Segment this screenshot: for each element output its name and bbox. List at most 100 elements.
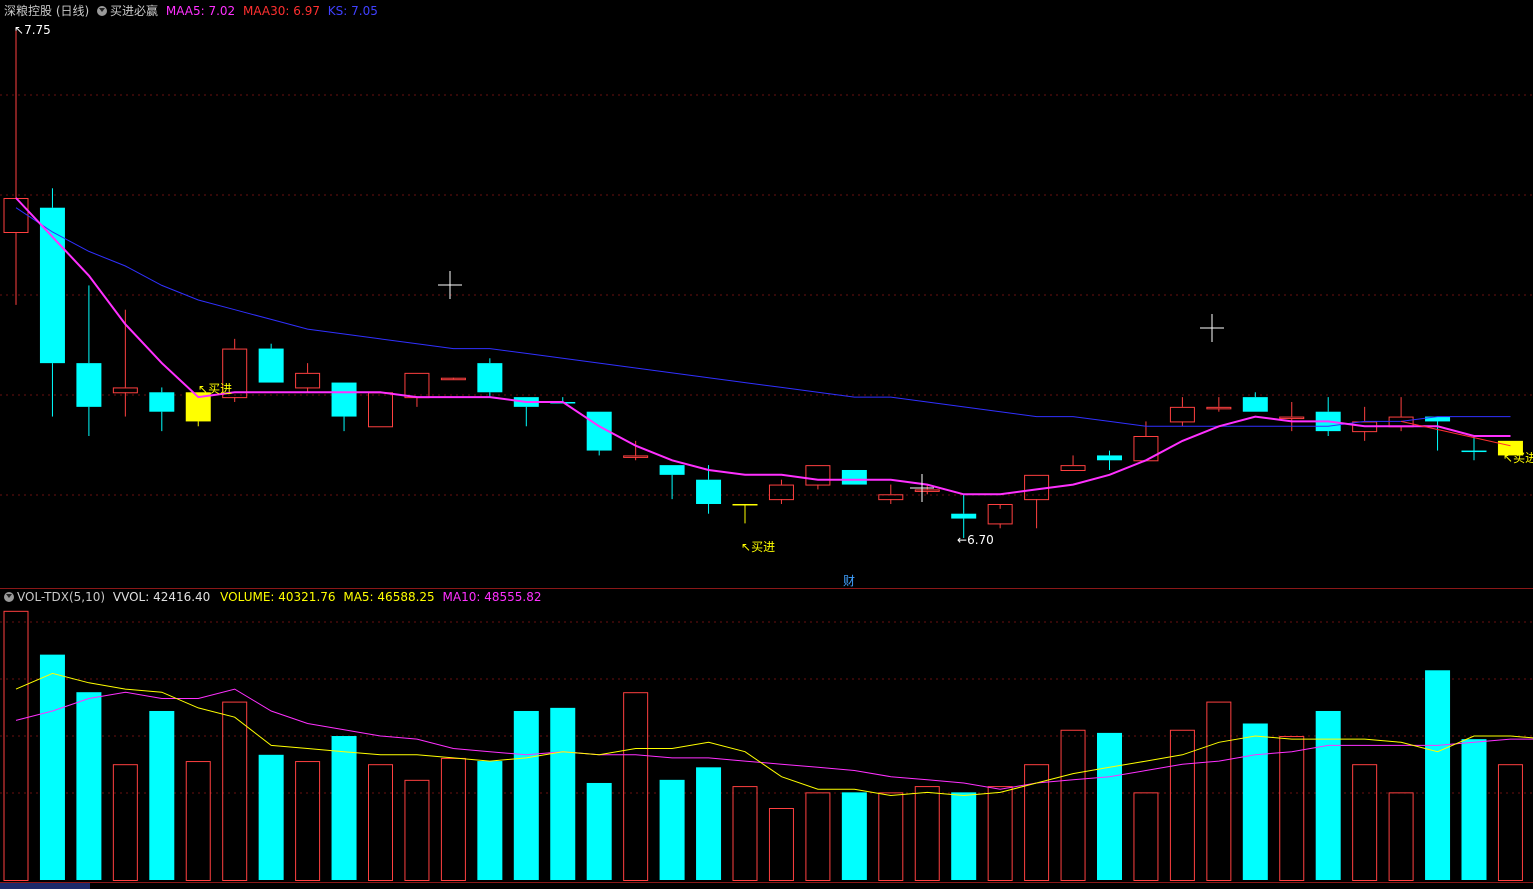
- volume-bar: [1169, 729, 1195, 882]
- volume-bar: [951, 792, 977, 880]
- volume-bar: [112, 764, 138, 881]
- candle-body: [368, 392, 393, 428]
- main-chart-header: 深粮控股 (日线) 买进必赢 MAA5: 7.02 MAA30: 6.97 KS…: [4, 4, 378, 18]
- candle-body: [1133, 435, 1159, 462]
- ks-line: [1400, 420, 1511, 447]
- candle-body: [987, 503, 1013, 525]
- volume-readout: VOLUME: 40321.76: [220, 590, 336, 604]
- candle-body: [1060, 465, 1086, 471]
- buy-signal-label: ↖买进: [198, 382, 233, 396]
- volume-bar: [878, 792, 904, 881]
- candle-body: [477, 363, 503, 393]
- volume-bar: [841, 792, 867, 880]
- candle-body: [1279, 416, 1305, 420]
- indicator-menu-icon[interactable]: [97, 6, 108, 16]
- volume-bar: [1279, 736, 1305, 882]
- volume-bar: [404, 779, 430, 882]
- volume-bar: [659, 779, 685, 880]
- volume-bar: [586, 782, 612, 880]
- candle-body: [404, 372, 430, 399]
- volume-bar: [149, 710, 175, 880]
- vol-ma5-line: [15, 672, 1533, 797]
- ks-readout: KS: 7.05: [327, 4, 378, 18]
- candle-body: [295, 372, 321, 389]
- volume-bar: [1060, 729, 1086, 882]
- vvol-readout: VVOL: 42416.40: [112, 590, 211, 604]
- volume-bar: [477, 761, 503, 880]
- volume-bar: [258, 754, 284, 880]
- candle-body: [149, 392, 175, 412]
- vol-ma5-readout: MA5: 46588.25: [343, 590, 435, 604]
- candle-body: [39, 207, 65, 364]
- volume-bar: [1242, 723, 1268, 880]
- candle-body: [112, 387, 138, 394]
- maa30-readout: MAA30: 6.97: [243, 4, 320, 18]
- candle-body: [805, 465, 831, 486]
- volume-bar: [1206, 701, 1232, 882]
- volume-bar: [440, 757, 466, 881]
- candle-body: [1242, 397, 1268, 412]
- candle-body: [1425, 416, 1451, 422]
- candle-body: [222, 348, 248, 399]
- volume-bar: [696, 767, 722, 880]
- volume-bar: [1425, 670, 1451, 880]
- volume-bar: [39, 654, 65, 880]
- stock-title[interactable]: 深粮控股 (日线): [4, 4, 90, 18]
- volume-bar: [768, 808, 794, 882]
- volume-bar: [987, 786, 1013, 881]
- volume-bar: [222, 701, 248, 882]
- candle-body: [732, 503, 758, 506]
- volume-bar: [1497, 764, 1523, 881]
- vol-ma10-readout: MA10: 48555.82: [442, 590, 542, 604]
- volume-header: VOL-TDX(5,10) VVOL: 42416.40 VOLUME: 403…: [4, 590, 541, 604]
- volume-bar: [914, 786, 940, 881]
- volume-bar: [331, 736, 357, 880]
- volume-bar: [732, 786, 758, 881]
- maa30-line: [15, 207, 1511, 427]
- volume-bar: [1352, 764, 1378, 881]
- candle-body: [914, 489, 940, 492]
- candle-body: [841, 469, 867, 485]
- candle-body: [258, 348, 284, 383]
- buy-signal-label: ↖买进: [741, 540, 776, 554]
- financial-report-marker[interactable]: 财: [843, 574, 856, 588]
- volume-bar: [1388, 792, 1414, 881]
- indicator-name[interactable]: 买进必赢: [110, 4, 159, 18]
- volume-menu-icon[interactable]: [4, 592, 14, 602]
- date-axis-strip: [0, 883, 90, 889]
- candle-body: [1206, 406, 1232, 410]
- candle-body: [768, 484, 794, 501]
- candle-body: [331, 382, 357, 417]
- volume-bar: [185, 761, 211, 881]
- candle-body: [1461, 450, 1487, 453]
- candle-body: [623, 455, 649, 458]
- volume-bar: [550, 707, 576, 880]
- candle-body: [440, 377, 466, 381]
- volume-bar: [1133, 792, 1159, 881]
- volume-bar: [623, 692, 649, 882]
- volume-bar: [1024, 764, 1050, 881]
- candle-body: [878, 494, 904, 501]
- candle-body: [1169, 406, 1195, 423]
- candle-body: [3, 198, 29, 233]
- candle-body: [951, 513, 977, 519]
- buy-signal-label: ↖买进: [1503, 451, 1533, 465]
- candle-body: [659, 465, 685, 475]
- volume-bar: [295, 761, 321, 881]
- high-price-label: ↖7.75: [14, 23, 51, 37]
- volume-indicator-name[interactable]: VOL-TDX(5,10): [17, 590, 106, 604]
- maa5-readout: MAA5: 7.02: [165, 4, 236, 18]
- volume-bar: [3, 610, 29, 881]
- maa5-line: [15, 197, 1511, 496]
- volume-bar: [1315, 710, 1341, 880]
- vol-ma10-line: [15, 688, 1533, 790]
- volume-bar: [1097, 732, 1122, 880]
- candle-body: [76, 363, 102, 407]
- volume-bar: [1461, 739, 1487, 880]
- volume-bar: [368, 764, 393, 881]
- volume-bar: [513, 710, 539, 880]
- volume-bar: [805, 792, 831, 881]
- low-price-label: ←6.70: [957, 533, 994, 547]
- volume-bar: [76, 692, 102, 880]
- candle-body: [696, 479, 722, 504]
